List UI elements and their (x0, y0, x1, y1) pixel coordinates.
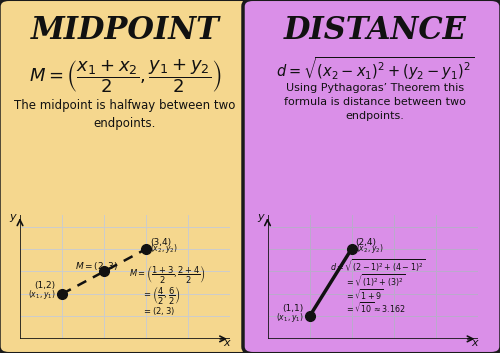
Text: $d = \sqrt{(x_2 - x_1)^2 + (y_2 - y_1)^2}$: $d = \sqrt{(x_2 - x_1)^2 + (y_2 - y_1)^2… (276, 56, 474, 82)
Text: $= (2,3)$: $= (2,3)$ (142, 305, 175, 317)
Text: $M = (2,3)$: $M = (2,3)$ (74, 260, 118, 272)
Text: (1,1): (1,1) (282, 304, 303, 313)
Text: The midpoint is halfway between two
endpoints.: The midpoint is halfway between two endp… (14, 99, 235, 130)
Text: $(x_2,y_2)$: $(x_2,y_2)$ (356, 242, 383, 255)
Text: $M = \left(\dfrac{1+3}{2},\dfrac{2+4}{2}\right)$: $M = \left(\dfrac{1+3}{2},\dfrac{2+4}{2}… (129, 264, 206, 286)
Text: $= \sqrt{(1)^2+(3)^2}$: $= \sqrt{(1)^2+(3)^2}$ (345, 272, 406, 289)
Text: $= \sqrt{1+9}$: $= \sqrt{1+9}$ (345, 287, 384, 301)
Text: (2,4): (2,4) (356, 238, 376, 246)
Text: $= \left(\dfrac{4}{2},\dfrac{6}{2}\right)$: $= \left(\dfrac{4}{2},\dfrac{6}{2}\right… (142, 285, 180, 306)
Text: $(x_2,y_2)$: $(x_2,y_2)$ (150, 242, 178, 255)
FancyBboxPatch shape (0, 0, 257, 353)
Text: y: y (257, 212, 264, 222)
Text: $(x_1,y_1)$: $(x_1,y_1)$ (276, 311, 303, 324)
Text: $= \sqrt{10} \approx 3.162$: $= \sqrt{10} \approx 3.162$ (345, 300, 406, 315)
Text: MIDPOINT: MIDPOINT (30, 14, 220, 46)
Text: DISTANCE: DISTANCE (284, 14, 467, 46)
Text: $(x_1,y_1)$: $(x_1,y_1)$ (28, 288, 56, 301)
Text: (3,4): (3,4) (150, 238, 172, 246)
Text: x: x (471, 337, 478, 348)
Text: (1,2): (1,2) (34, 281, 56, 290)
FancyBboxPatch shape (243, 0, 500, 353)
Text: x: x (224, 337, 230, 348)
Text: y: y (10, 212, 16, 222)
Text: $M = \left(\dfrac{x_1 + x_2}{2},\dfrac{y_1 + y_2}{2}\right)$: $M = \left(\dfrac{x_1 + x_2}{2},\dfrac{y… (28, 57, 222, 95)
Text: Using Pythagoras’ Theorem this
formula is distance between two
endpoints.: Using Pythagoras’ Theorem this formula i… (284, 83, 466, 121)
Text: $d = \sqrt{(2-1)^2+(4-1)^2}$: $d = \sqrt{(2-1)^2+(4-1)^2}$ (330, 258, 426, 275)
